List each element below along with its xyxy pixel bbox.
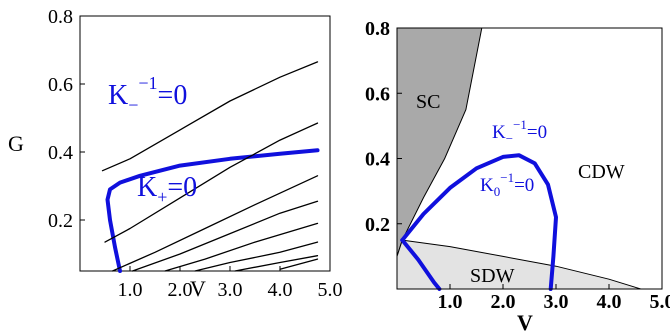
left-curve-3 bbox=[111, 175, 319, 272]
right-plot: 1.0 2.0 3.0 4.0 5.0 0.2 0.4 0.6 0.8 V SC SDW CD… bbox=[365, 18, 670, 331]
right-ytick-label-0: 0.2 bbox=[365, 214, 390, 236]
right-ytick-label-2: 0.6 bbox=[365, 83, 390, 105]
left-plot-frame bbox=[79, 15, 331, 272]
right-xtick-label-3: 4.0 bbox=[597, 291, 622, 313]
left-xtick-label-4: 5.0 bbox=[318, 279, 343, 301]
right-curve-1 bbox=[400, 238, 442, 291]
left-ytick-label-3: 0.8 bbox=[48, 6, 73, 28]
left-curve-4 bbox=[131, 200, 319, 272]
right-xtick-label-0: 1.0 bbox=[438, 291, 463, 313]
left-xtick-label-2: 3.0 bbox=[218, 279, 243, 301]
left-curve-2 bbox=[104, 122, 319, 243]
region-label-cdw: CDW bbox=[578, 161, 625, 183]
right-label-kzero: K0−1=0 bbox=[480, 170, 534, 199]
left-ylabel: G bbox=[8, 131, 24, 156]
region-label-sc: SC bbox=[416, 91, 440, 113]
right-xtick-label-2: 3.0 bbox=[544, 291, 569, 313]
left-curve-6 bbox=[194, 241, 319, 272]
left-xtick-label-3: 4.0 bbox=[268, 279, 293, 301]
left-plot: 1.0 2.0 3.0 4.0 5.0 0.20.40.60.8 G V K−−1=0 … bbox=[8, 6, 343, 301]
region-label-sdw: SDW bbox=[470, 265, 515, 287]
right-xlabel: V bbox=[517, 310, 533, 331]
left-xlabel: V bbox=[190, 276, 206, 301]
region-sc bbox=[396, 27, 483, 257]
left-curve-1 bbox=[101, 61, 319, 172]
left-curve-5 bbox=[164, 222, 319, 272]
right-ytick-label-1: 0.4 bbox=[365, 149, 390, 171]
right-xtick-label-4: 5.0 bbox=[650, 291, 670, 313]
left-curve-0 bbox=[105, 148, 320, 273]
left-curve-7 bbox=[234, 255, 319, 272]
right-label-kminus: K−−1=0 bbox=[492, 117, 547, 146]
left-curve-8 bbox=[279, 258, 319, 270]
left-xtick-label-0: 1.0 bbox=[118, 279, 143, 301]
left-label-kplus: K+=0 bbox=[137, 172, 197, 207]
right-xtick-label-1: 2.0 bbox=[491, 291, 516, 313]
left-xtick-label-1: 2.0 bbox=[168, 279, 193, 301]
right-curve-0 bbox=[400, 153, 558, 291]
left-ytick-label-1: 0.4 bbox=[48, 142, 73, 164]
left-ytick-label-2: 0.6 bbox=[48, 74, 73, 96]
left-label-kminus: K−−1=0 bbox=[108, 73, 187, 115]
right-ytick-label-3: 0.8 bbox=[365, 18, 390, 40]
left-ytick-label-0: 0.2 bbox=[48, 210, 73, 232]
